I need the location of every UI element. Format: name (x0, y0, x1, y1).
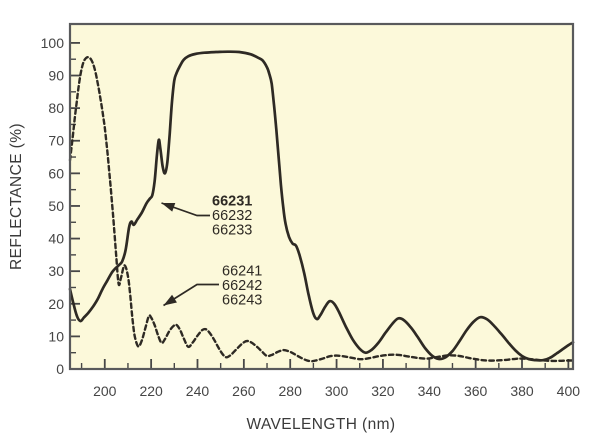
chart-plot-group: 200 220 240 260 280 300 320 340 360 380 400 0 10 20 30… (41, 22, 581, 399)
y-tick-label: 80 (48, 100, 64, 116)
y-tick-label: 60 (48, 165, 64, 181)
y-tick-label: 50 (48, 198, 64, 214)
y-tick-label: 0 (56, 361, 64, 377)
callout-arrowhead (161, 202, 176, 212)
x-tick-label: 380 (510, 383, 534, 399)
plot-area (70, 24, 573, 369)
series-callout-label: 66243 (222, 293, 262, 309)
series-callout-label: 66242 (222, 278, 262, 294)
callout-arrow-line (163, 283, 219, 307)
x-tick-label: 400 (557, 383, 581, 399)
x-tick-label: 280 (279, 383, 303, 399)
callout-arrowhead (163, 294, 177, 306)
series-callout-label: 66241 (222, 264, 262, 280)
series-callout-label: 66231 (212, 194, 252, 210)
x-tick-label: 360 (464, 383, 488, 399)
x-tick-label: 300 (325, 383, 349, 399)
x-tick-label: 200 (93, 383, 117, 399)
dashed-curve (68, 55, 575, 363)
y-tick-label: 30 (48, 263, 64, 279)
y-tick-label: 70 (48, 133, 64, 149)
x-tick-label: 320 (371, 383, 395, 399)
x-tick-label: 240 (186, 383, 210, 399)
plot-border (68, 22, 575, 371)
y-axis-title: REFLECTANCE (%) (8, 123, 25, 270)
series-callout-label: 66232 (212, 208, 252, 224)
y-tick-label: 90 (48, 68, 64, 84)
x-tick-label: 340 (418, 383, 442, 399)
y-tick-label: 10 (48, 328, 64, 344)
series-callout-label: 66233 (212, 223, 252, 239)
x-axis-title: WAVELENGTH (nm) (247, 416, 396, 433)
y-tick-label: 20 (48, 296, 64, 312)
x-tick-label: 260 (232, 383, 256, 399)
y-tick-label: 100 (41, 35, 65, 51)
solid-curve (68, 50, 575, 362)
y-tick-label: 40 (48, 231, 64, 247)
x-tick-label: 220 (139, 383, 163, 399)
